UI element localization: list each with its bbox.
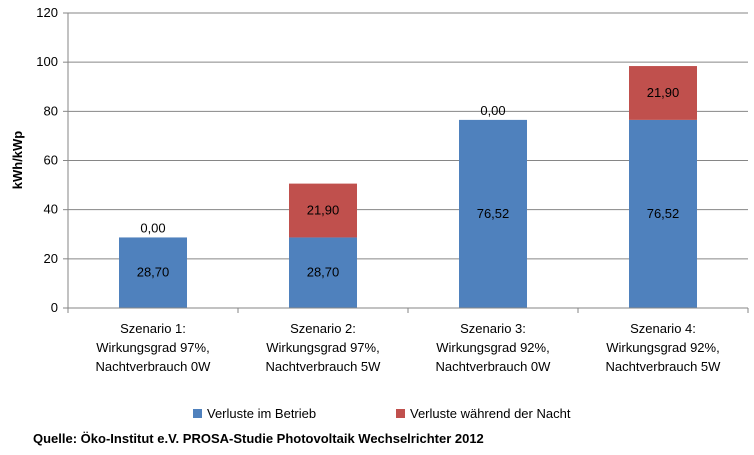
category-label-line: Wirkungsgrad 97%,	[266, 340, 379, 355]
category-label-line: Wirkungsgrad 92%,	[436, 340, 549, 355]
category-label-line: Wirkungsgrad 92%,	[606, 340, 719, 355]
category-label: Szenario 2: Wirkungsgrad 97%, Nachtverbrau…	[266, 321, 382, 374]
category-label-line: Szenario 4:	[630, 321, 696, 336]
source-caption: Quelle: Öko-Institut e.V. PROSA-Studie P…	[33, 431, 484, 446]
data-label: 21,90	[647, 85, 680, 100]
legend-swatch	[396, 409, 405, 418]
category-label: Szenario 3: Wirkungsgrad 92%, Nachtverbrau…	[436, 321, 552, 374]
legend: Verluste im Betrieb Verluste während der …	[193, 406, 571, 421]
data-label: 28,70	[307, 265, 340, 280]
y-tick-label: 40	[44, 202, 58, 217]
bar-segment	[119, 237, 187, 308]
category-label-line: Szenario 3:	[460, 321, 526, 336]
category-label: Szenario 1: Wirkungsgrad 97%, Nachtverbrau…	[96, 321, 212, 374]
category-label-line: Szenario 1:	[120, 321, 186, 336]
y-tick-label: 0	[51, 300, 58, 315]
category-label-line: Nachtverbrauch 0W	[96, 359, 212, 374]
category-label: Szenario 4: Wirkungsgrad 92%, Nachtverbrau…	[606, 321, 722, 374]
legend-entry: Verluste im Betrieb	[207, 406, 316, 421]
y-axis-label: kWh/kWp	[10, 131, 25, 190]
bars	[119, 66, 697, 308]
y-tick-label: 100	[36, 54, 58, 69]
y-tick-label: 20	[44, 251, 58, 266]
data-label: 76,52	[477, 206, 510, 221]
bar-segment	[629, 119, 697, 308]
bar-segment	[629, 66, 697, 120]
y-tick-label: 120	[36, 5, 58, 20]
bar-segment	[289, 183, 357, 238]
category-label-line: Wirkungsgrad 97%,	[96, 340, 209, 355]
category-label-line: Szenario 2:	[290, 321, 356, 336]
bar-segment	[459, 119, 527, 308]
bar-segment	[289, 237, 357, 308]
legend-swatch	[193, 409, 202, 418]
y-tick-label: 80	[44, 103, 58, 118]
data-label: 28,70	[137, 265, 170, 280]
data-label: 0,00	[140, 220, 165, 235]
y-tick-label: 60	[44, 153, 58, 168]
category-label-line: Nachtverbrauch 5W	[606, 359, 722, 374]
axes	[63, 12, 749, 313]
legend-entry: Verluste während der Nacht	[410, 406, 571, 421]
data-label: 76,52	[647, 206, 680, 221]
data-label: 0,00	[480, 103, 505, 118]
labels: 0 20 40 60 80 100 120 28,70 0,00 Szenario 1: Wirku…	[36, 5, 721, 374]
category-label-line: Nachtverbrauch 0W	[436, 359, 552, 374]
data-label: 21,90	[307, 203, 340, 218]
category-label-line: Nachtverbrauch 5W	[266, 359, 382, 374]
